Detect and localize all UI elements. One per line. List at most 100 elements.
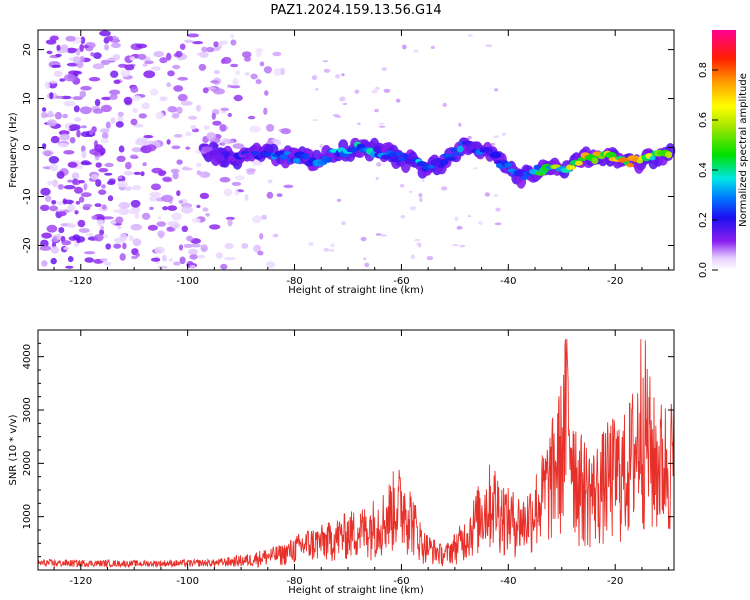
spectrogram-cell [172, 171, 179, 180]
y-tick-label: 2000 [22, 451, 33, 476]
spectrogram-cell [569, 165, 576, 170]
spectrogram-cell [181, 167, 193, 171]
spectrogram-cell [185, 131, 192, 137]
spectrogram-cell [261, 214, 267, 220]
spectrogram-cell [399, 184, 405, 188]
spectrogram-cell [491, 142, 496, 146]
spectrogram-cell [215, 252, 223, 259]
spectrogram-cell [381, 67, 387, 72]
spectrogram-cell [190, 238, 201, 244]
spectrogram-cell [197, 254, 206, 259]
spectrogram-cell [54, 111, 63, 120]
spectrogram-cell [41, 107, 47, 112]
spectrogram-cell [78, 196, 85, 203]
spectrogram-cell [151, 66, 161, 71]
spectrogram-cell [350, 146, 359, 153]
spectrogram-cell [144, 60, 154, 65]
spectrogram-cell [79, 44, 84, 52]
spectrogram-cell [117, 176, 123, 180]
spectrogram-cell [63, 100, 76, 107]
spectrogram-cell [221, 138, 230, 144]
spectrogram-cell [395, 98, 401, 103]
spectrogram-cell [473, 167, 478, 170]
spectrogram-cell [456, 225, 463, 230]
spectrogram-cell [493, 135, 499, 139]
spectrogram-cell [219, 142, 226, 146]
y-tick-label: 0 [22, 144, 33, 150]
spectrogram-cell [199, 171, 211, 178]
spectrogram-cell [276, 193, 283, 198]
spectrogram-cell [100, 138, 109, 144]
spectrogram-cell [56, 171, 65, 179]
spectrogram-cell [263, 66, 272, 74]
spectrogram-cell [57, 143, 69, 148]
spectrogram-cell [118, 145, 125, 153]
spectrogram-cell [116, 155, 126, 162]
colorbar-ticks: 0.0 0.2 0.4 0.6 0.8 [698, 62, 718, 278]
spectrogram-cell [478, 221, 483, 225]
spectrogram-frame [37, 29, 675, 271]
spectrogram-cell [148, 196, 159, 202]
spectrogram-cell [454, 216, 459, 221]
spectrogram-cell [45, 195, 52, 203]
spectrogram-cell [231, 181, 242, 186]
spectrogram-cell [69, 124, 81, 131]
spectrogram-cell [266, 191, 274, 199]
spectrogram-cell [257, 250, 264, 256]
spectrogram-cell [65, 35, 76, 42]
spectrogram-cell [360, 236, 367, 242]
x-tick-label: -40 [500, 276, 516, 287]
spectrogram-cell [172, 64, 181, 70]
spectrogram-cell [324, 157, 333, 163]
spectrogram-cell [190, 243, 202, 248]
spectrogram-cell [341, 221, 346, 226]
spectrogram-cell [65, 265, 74, 269]
spectrogram-cell [135, 43, 148, 49]
spectrogram-cell [89, 129, 94, 136]
spectrogram-cell [80, 85, 92, 91]
snr-y-label: SNR (10 * v/v) [8, 414, 19, 485]
spectrogram-cell [230, 39, 237, 46]
spectrogram-cell [42, 150, 54, 156]
spectrogram-cell [109, 94, 118, 100]
spectrogram-cell [494, 222, 502, 226]
spectrogram-cell [279, 153, 289, 160]
spectrogram-cell [184, 39, 194, 43]
spectrogram-cell [354, 89, 360, 94]
spectrogram-cell [220, 263, 228, 270]
spectrogram-cell [125, 161, 132, 170]
spectrogram-cell [380, 234, 388, 237]
spectrogram-cell [162, 176, 172, 182]
spectrogram-cell [102, 132, 109, 140]
spectrogram-cell [421, 179, 425, 182]
spectrogram-cell [375, 233, 382, 236]
spectrogram-cell [244, 56, 251, 62]
spectrogram-cell [78, 180, 85, 184]
spectrogram-cell [123, 96, 133, 105]
spectrogram-cell [104, 162, 114, 168]
y-tick-label: -20 [22, 237, 33, 253]
spectrogram-cell [159, 96, 168, 102]
spectrogram-cell [90, 173, 99, 180]
spectrogram-cell [162, 254, 167, 262]
y-tick-label: 10 [22, 92, 33, 105]
spectrogram-cell [63, 185, 76, 190]
spectrogram-cell [225, 216, 235, 221]
spectrogram-cell [196, 162, 202, 168]
spectrogram-cell [94, 99, 101, 107]
spectrogram-cell [244, 194, 249, 201]
spectrogram-cell [49, 80, 59, 84]
spectrogram-cell [591, 157, 599, 165]
spectrogram-cell [61, 240, 72, 246]
spectrogram-cell [99, 151, 105, 156]
spectrogram-cell [214, 70, 220, 75]
spectrogram-cell [410, 254, 416, 260]
spectrogram-cell [140, 171, 145, 177]
spectrogram-cell [50, 135, 60, 144]
spectrogram-cell [211, 112, 216, 120]
spectrogram-cell [80, 192, 92, 198]
spectrogram-cell [175, 50, 183, 58]
spectrogram-cell [162, 206, 169, 211]
spectrogram-cell [133, 171, 141, 175]
spectrogram-cell [179, 256, 186, 265]
